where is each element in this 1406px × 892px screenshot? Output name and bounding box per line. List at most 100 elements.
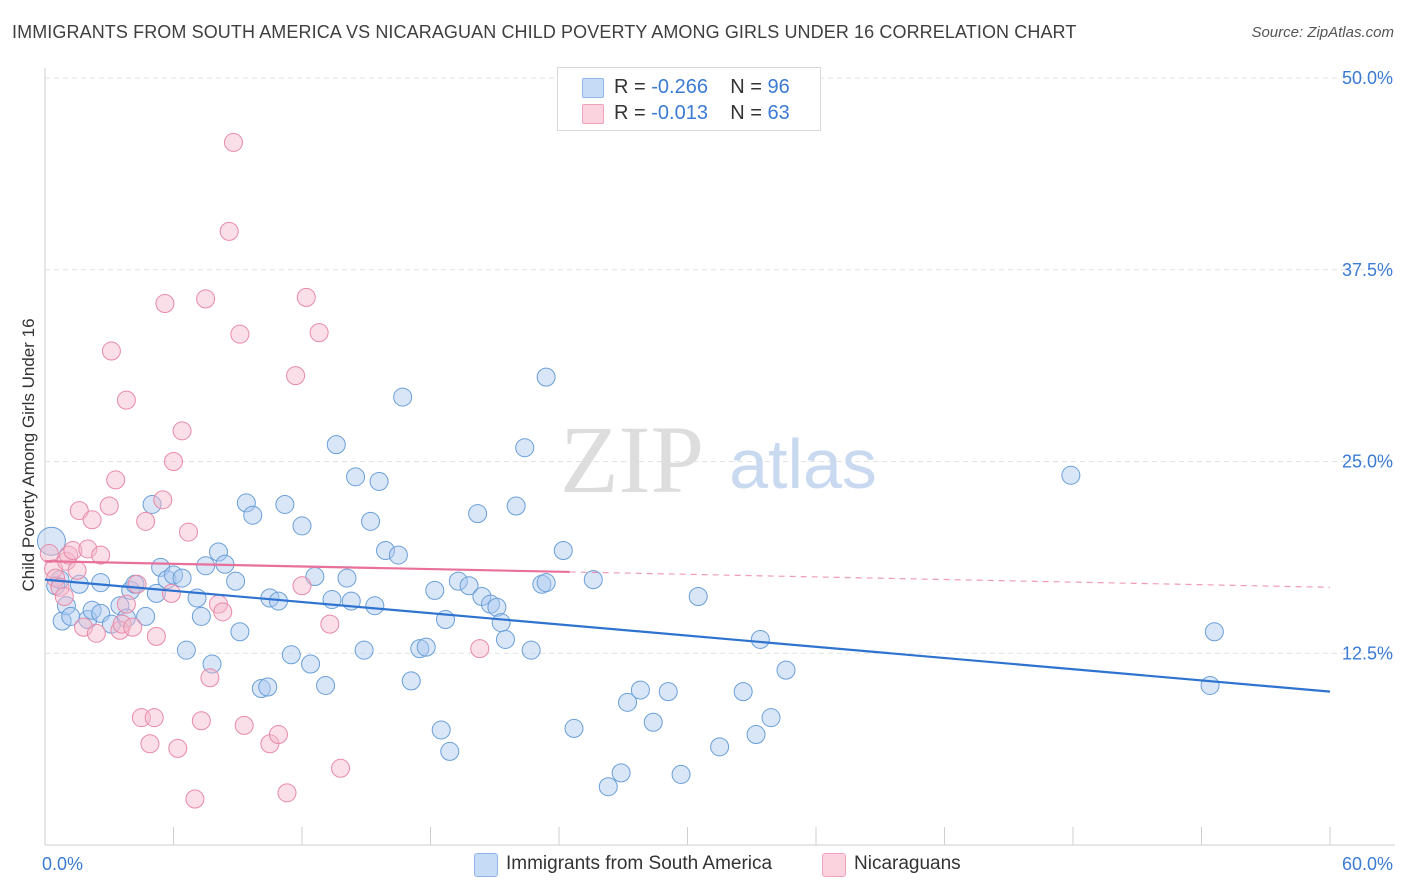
n-label: N = [730, 102, 762, 124]
tick-labels: 12.5% 25.0% 37.5% 50.0% 0.0% 60.0% [42, 68, 1393, 874]
data-point [74, 617, 94, 637]
n-value: 96 [767, 76, 790, 98]
data-point [1204, 622, 1224, 642]
data-point [292, 516, 312, 536]
legend-swatch-immigrants [474, 853, 498, 877]
data-point [536, 367, 556, 387]
data-point [82, 510, 102, 530]
data-point [618, 692, 638, 712]
data-point [440, 741, 460, 761]
data-point [153, 490, 173, 510]
data-point [258, 677, 278, 697]
data-point [388, 545, 408, 565]
data-point [219, 221, 239, 241]
data-point [491, 613, 511, 633]
data-point [230, 324, 250, 344]
series-immigrants-points [36, 367, 1224, 797]
data-point [733, 682, 753, 702]
data-point [196, 556, 216, 576]
data-point [301, 654, 321, 674]
data-point [553, 540, 573, 560]
x-tick-label: 0.0% [42, 854, 83, 874]
chart-title: IMMIGRANTS FROM SOUTH AMERICA VS NICARAG… [12, 22, 1077, 42]
y-axis-label: Child Poverty Among Girls Under 16 [19, 318, 38, 591]
data-point [410, 639, 430, 659]
data-point [309, 323, 329, 343]
data-point [91, 545, 111, 565]
data-point [487, 597, 507, 617]
data-point [176, 640, 196, 660]
data-point [236, 493, 256, 513]
y-tick-label: 12.5% [1342, 643, 1393, 663]
data-point [144, 708, 164, 728]
data-point [146, 626, 166, 646]
data-point [658, 682, 678, 702]
trend-lines [44, 560, 1331, 693]
data-point [326, 435, 346, 455]
data-point [191, 606, 211, 626]
data-point [86, 623, 106, 643]
data-point [277, 783, 297, 803]
data-point [316, 675, 336, 695]
data-point [140, 734, 160, 754]
data-point [63, 540, 83, 560]
trend-line-nicaraguans-extension [569, 571, 1331, 588]
data-point [164, 452, 183, 471]
data-point [331, 758, 351, 778]
data-point [78, 539, 98, 559]
data-point [448, 571, 468, 591]
data-point [202, 654, 222, 674]
data-point [369, 471, 389, 491]
data-point [365, 596, 385, 616]
watermark-zip: ZIP [560, 406, 704, 513]
data-point [185, 789, 205, 809]
data-point [39, 544, 59, 564]
x-tick-label: 60.0% [1342, 854, 1393, 874]
data-point [69, 501, 89, 521]
data-point [46, 568, 66, 588]
data-point [564, 718, 584, 738]
data-point [36, 526, 66, 556]
data-point [361, 511, 381, 531]
data-point [750, 629, 770, 649]
data-point [393, 387, 413, 407]
data-point [172, 568, 192, 588]
data-point [515, 438, 535, 458]
r-value: -0.266 [651, 76, 708, 98]
data-point [268, 725, 288, 745]
data-point [611, 763, 631, 783]
data-point [136, 511, 156, 531]
data-point [191, 711, 211, 731]
data-point [1061, 465, 1081, 485]
watermark: ZIP atlas [560, 406, 877, 513]
grid-lines [45, 77, 1395, 654]
data-point [91, 573, 111, 593]
data-point [598, 777, 618, 797]
data-point [1200, 675, 1220, 695]
y-tick-label: 37.5% [1342, 260, 1393, 280]
data-point [142, 494, 162, 514]
trend-line-nicaraguans [44, 560, 570, 574]
data-point [67, 560, 87, 580]
legend-label-nicaraguans: Nicaraguans [854, 853, 961, 874]
data-point [761, 708, 781, 728]
source-credit: Source: ZipAtlas.com [1251, 24, 1394, 41]
series-nicaraguans-points [39, 132, 490, 809]
legend-swatch-nicaraguans [822, 853, 846, 877]
data-point [425, 580, 445, 600]
data-point [116, 594, 136, 614]
legend-label-immigrants: Immigrants from South America [506, 853, 773, 874]
data-point [495, 629, 515, 649]
data-point [401, 671, 421, 691]
data-point [54, 586, 74, 606]
data-point [431, 720, 451, 740]
data-point [161, 583, 181, 603]
data-point [243, 505, 263, 525]
data-point [226, 571, 246, 591]
data-point [337, 568, 357, 588]
data-point [688, 586, 708, 606]
data-point [136, 606, 156, 626]
data-point [354, 640, 374, 660]
r-value: -0.013 [651, 102, 708, 124]
